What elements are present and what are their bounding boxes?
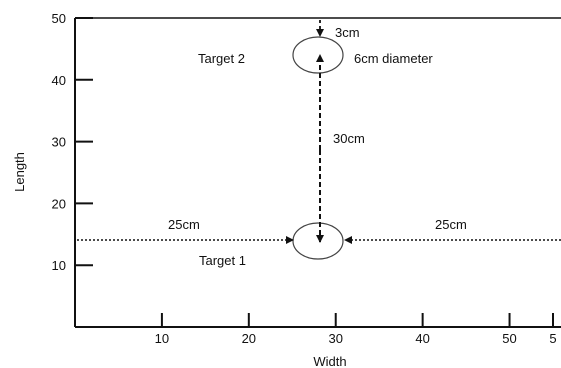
- vertical-distance-label: 30cm: [333, 131, 365, 146]
- y-axis-ticks: 10 20 30 40 50: [52, 11, 93, 273]
- x-tick-label: 10: [155, 331, 169, 346]
- right-distance-label: 25cm: [435, 217, 467, 232]
- x-tick-label: 40: [415, 331, 429, 346]
- x-tick-label: 5: [549, 331, 556, 346]
- y-tick-label: 10: [52, 258, 66, 273]
- top-gap-label: 3cm: [335, 25, 360, 40]
- left-distance-label: 25cm: [168, 217, 200, 232]
- x-tick-label: 50: [502, 331, 516, 346]
- diameter-label: 6cm diameter: [354, 51, 433, 66]
- y-tick-label: 50: [52, 11, 66, 26]
- x-tick-label: 20: [242, 331, 256, 346]
- target-2-circle: [292, 36, 344, 74]
- y-tick-label: 20: [52, 196, 66, 211]
- target-1-circle: [292, 222, 344, 260]
- target-2-label: Target 2: [198, 51, 245, 66]
- y-tick-label: 40: [52, 73, 66, 88]
- x-tick-label: 30: [328, 331, 342, 346]
- x-axis-title: Width: [313, 354, 346, 368]
- y-tick-label: 30: [52, 135, 66, 150]
- x-axis-ticks: 10 20 30 40 50 5: [155, 313, 557, 346]
- y-axis-title: Length: [12, 152, 27, 192]
- target-1-label: Target 1: [199, 253, 246, 268]
